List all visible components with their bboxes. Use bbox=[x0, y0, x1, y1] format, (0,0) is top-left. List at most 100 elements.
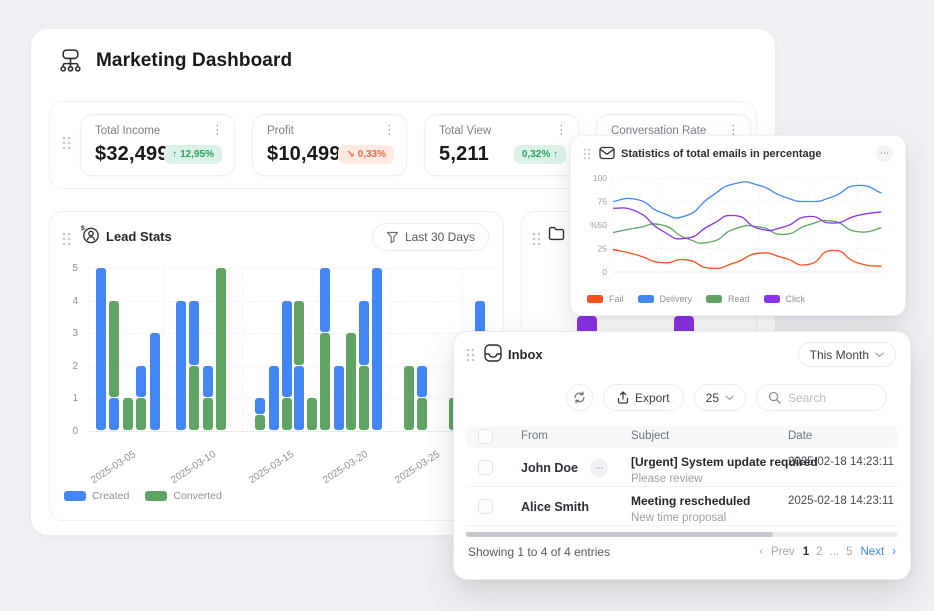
kebab-menu-icon[interactable]: ⋮ bbox=[383, 123, 396, 136]
page-number[interactable]: 1 bbox=[803, 546, 809, 558]
column-header-subject: Subject bbox=[631, 430, 669, 442]
page-number[interactable]: 5 bbox=[846, 546, 852, 558]
email-menu-button[interactable]: ⋯ bbox=[876, 145, 893, 162]
bar-segment-created bbox=[189, 301, 199, 365]
legend-item: Converted bbox=[145, 490, 221, 502]
x-axis-tick: 2025-03-10 bbox=[158, 449, 218, 493]
bar-segment-created bbox=[359, 301, 369, 365]
legend-label: Fail bbox=[609, 294, 624, 304]
bar-segment-created bbox=[334, 366, 344, 430]
folder-icon bbox=[548, 226, 565, 246]
chevron-down-icon bbox=[875, 352, 884, 358]
row-from: Alice Smith bbox=[521, 500, 589, 514]
export-label: Export bbox=[635, 391, 670, 405]
prev-button[interactable]: Prev bbox=[771, 546, 795, 558]
y-axis-tick: 3 bbox=[62, 328, 78, 339]
y-axis-tick: 0 bbox=[62, 426, 78, 437]
svg-text:75: 75 bbox=[598, 197, 608, 207]
drag-handle-icon[interactable] bbox=[62, 136, 71, 150]
svg-text:25: 25 bbox=[598, 244, 608, 254]
refresh-button[interactable] bbox=[566, 384, 593, 411]
bar-segment-converted bbox=[417, 398, 427, 430]
inbox-table-row[interactable]: John Doe ⋯ [Urgent] System update requir… bbox=[466, 448, 898, 487]
page-number[interactable]: 2 bbox=[816, 546, 822, 558]
svg-text:100: 100 bbox=[593, 173, 607, 183]
stat-card: Total View ⋮ 5,211 0,32% ↑ bbox=[424, 114, 579, 176]
row-checkbox[interactable] bbox=[478, 460, 493, 475]
inbox-title: Inbox bbox=[508, 347, 543, 362]
sitemap-icon bbox=[57, 47, 84, 74]
bar-segment-created bbox=[417, 366, 427, 398]
legend-swatch bbox=[706, 295, 722, 303]
inbox-icon bbox=[484, 344, 502, 367]
bar-segment-converted bbox=[136, 398, 146, 430]
search-input[interactable] bbox=[788, 391, 873, 405]
svg-text:50: 50 bbox=[598, 220, 608, 230]
drag-handle-icon[interactable] bbox=[583, 148, 591, 160]
row-date: 2025-02-18 14:23:11 bbox=[788, 495, 894, 507]
drag-handle-icon[interactable] bbox=[466, 348, 475, 362]
kebab-menu-icon[interactable]: ⋮ bbox=[555, 123, 568, 136]
svg-text:0: 0 bbox=[602, 267, 607, 277]
legend-label: Created bbox=[92, 490, 129, 502]
kebab-menu-icon[interactable]: ⋮ bbox=[211, 123, 224, 136]
horizontal-scrollbar bbox=[466, 532, 898, 537]
next-button[interactable]: Next bbox=[861, 546, 885, 558]
page: Marketing Dashboard Total Income ⋮ $32,4… bbox=[0, 0, 934, 611]
bar-segment-converted bbox=[359, 366, 369, 430]
x-axis-tick: 2025-03-05 bbox=[78, 449, 138, 493]
prev-chevron-icon[interactable]: ‹ bbox=[759, 546, 763, 558]
drag-handle-icon[interactable] bbox=[532, 232, 541, 246]
row-checkbox[interactable] bbox=[478, 499, 493, 514]
line-series-delivery bbox=[613, 182, 881, 218]
row-subject-preview: Please review bbox=[631, 473, 818, 485]
search-icon bbox=[768, 391, 781, 404]
bar-segment-created bbox=[136, 366, 146, 398]
x-axis-tick: 2025-03-25 bbox=[382, 449, 442, 493]
lead-legend: Created Converted bbox=[64, 490, 222, 502]
bar-segment-converted bbox=[189, 366, 199, 430]
bar-segment-converted bbox=[123, 398, 133, 430]
bar-segment-created bbox=[109, 398, 119, 430]
page-numbers: 12...5 bbox=[803, 546, 853, 558]
stat-card-value: $32,499 bbox=[95, 143, 169, 166]
page-title: Marketing Dashboard bbox=[96, 50, 292, 72]
legend-item: Delivery bbox=[638, 294, 693, 304]
lead-stats-panel: $ Lead Stats Last 30 Days 0123452025-03-… bbox=[49, 211, 504, 521]
legend-swatch bbox=[764, 295, 780, 303]
email-legend: FailDeliveryReadClick bbox=[587, 294, 805, 304]
bar-segment-converted bbox=[109, 301, 119, 398]
inbox-table-row[interactable]: Alice Smith Meeting rescheduled New time… bbox=[466, 487, 898, 526]
legend-item: Fail bbox=[587, 294, 624, 304]
select-all-checkbox[interactable] bbox=[478, 429, 493, 444]
stat-card-label: Profit bbox=[267, 125, 294, 137]
inbox-footer: Showing 1 to 4 of 4 entries ‹ Prev 12...… bbox=[468, 545, 896, 559]
legend-swatch bbox=[638, 295, 654, 303]
y-axis-tick: 2 bbox=[62, 361, 78, 372]
bar-segment-created bbox=[255, 398, 265, 413]
export-button[interactable]: Export bbox=[603, 384, 684, 411]
legend-label: Read bbox=[728, 294, 750, 304]
legend-item: Created bbox=[64, 490, 129, 502]
period-label: This Month bbox=[810, 348, 869, 362]
scrollbar-thumb[interactable] bbox=[466, 532, 773, 537]
page-size-select[interactable]: 25 bbox=[694, 384, 746, 411]
x-axis-tick: 2025-03-20 bbox=[310, 449, 370, 493]
legend-swatch bbox=[145, 491, 167, 501]
inbox-panel: Inbox This Month Export bbox=[453, 331, 911, 580]
line-series-fail bbox=[613, 249, 881, 268]
y-axis-tick: 1 bbox=[62, 393, 78, 404]
stat-card-badge: ↘ 0,33% bbox=[338, 145, 394, 164]
email-line-chart: 1007550250% bbox=[581, 168, 895, 294]
bar-segment-created bbox=[269, 366, 279, 430]
bar-segment-created bbox=[320, 268, 330, 332]
stat-card-badge: 0,32% ↑ bbox=[514, 145, 566, 164]
export-icon bbox=[617, 391, 629, 404]
legend-swatch bbox=[587, 295, 603, 303]
period-select[interactable]: This Month bbox=[798, 342, 896, 367]
row-menu-button[interactable]: ⋯ bbox=[590, 459, 608, 477]
legend-label: Delivery bbox=[660, 294, 693, 304]
next-chevron-icon[interactable]: › bbox=[892, 546, 896, 558]
stat-card-label: Total View bbox=[439, 125, 491, 137]
row-subject: Meeting rescheduled New time proposal bbox=[631, 494, 750, 524]
